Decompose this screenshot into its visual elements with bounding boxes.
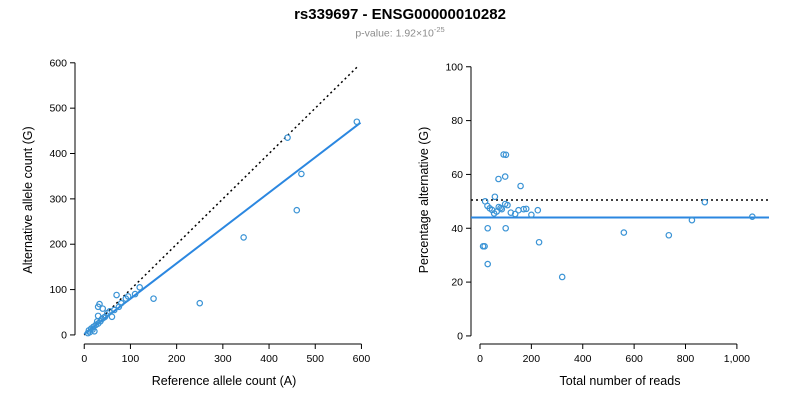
data-point — [502, 224, 509, 232]
data-point — [522, 205, 530, 213]
data-point — [495, 175, 502, 183]
x-tick-label: 100 — [122, 353, 140, 365]
data-point — [498, 205, 506, 213]
pvalue-text: p-value: 1.92×10 — [355, 27, 434, 40]
scatter-allele-counts: 0 100 200 300 400 500 600 0 100 200 300 400 500 600 Re… — [21, 57, 371, 388]
y-tick-label: 100 — [49, 284, 67, 296]
data-point — [298, 170, 305, 178]
charts-row: 0 100 200 300 400 500 600 0 100 200 300 400 500 600 Re… — [0, 44, 800, 392]
y-tick-label: 40 — [451, 223, 463, 235]
data-point — [504, 201, 511, 209]
data-point — [491, 193, 499, 201]
x-tick-label: 500 — [306, 353, 324, 365]
data-point — [534, 206, 542, 214]
data-point — [91, 328, 98, 335]
y-axis-label: Alternative allele count (G) — [21, 126, 35, 273]
fit-line — [83, 121, 362, 335]
data-point — [124, 293, 132, 300]
data-point — [517, 182, 524, 190]
data-point — [528, 211, 535, 219]
data-point — [94, 312, 102, 320]
y-tick-label: 600 — [49, 57, 67, 69]
data-point — [749, 213, 756, 220]
data-point — [96, 300, 103, 308]
data-point — [113, 291, 120, 299]
pvalue-exponent: -25 — [433, 25, 445, 34]
y-tick-label: 500 — [49, 103, 67, 115]
data-point — [484, 260, 491, 268]
identity-line — [83, 65, 359, 336]
x-tick-label: 1,000 — [724, 353, 750, 365]
y-tick-label: 200 — [49, 239, 67, 251]
y-tick-label: 0 — [457, 330, 463, 342]
data-point — [688, 216, 696, 224]
data-point — [110, 306, 118, 314]
data-point — [131, 290, 139, 298]
data-point — [150, 295, 157, 302]
data-point — [117, 299, 125, 307]
x-tick-label: 600 — [625, 353, 643, 365]
y-tick-label: 400 — [49, 148, 67, 160]
data-point — [701, 198, 709, 206]
data-point — [620, 229, 628, 236]
scatter-percentage-reads: 0 200 400 600 800 1,000 0 20 40 60 80 100 Total numb… — [417, 61, 769, 388]
data-point — [293, 206, 301, 214]
data-point — [665, 231, 673, 239]
x-axis-label: Total number of reads — [560, 374, 681, 388]
data-point — [558, 273, 566, 281]
x-tick-label: 400 — [260, 353, 278, 365]
x-tick-label: 800 — [677, 353, 695, 365]
data-point — [481, 242, 488, 250]
data-point — [507, 209, 515, 216]
x-tick-label: 600 — [353, 353, 371, 365]
x-tick-label: 0 — [477, 353, 483, 365]
x-tick-label: 0 — [81, 353, 87, 365]
data-point — [108, 313, 116, 321]
x-tick-label: 200 — [168, 353, 186, 365]
y-tick-label: 20 — [451, 277, 463, 289]
x-axis-label: Reference allele count (A) — [152, 374, 297, 388]
data-point — [500, 151, 507, 158]
x-tick-label: 200 — [523, 353, 541, 365]
data-point — [497, 204, 504, 212]
y-tick-label: 80 — [451, 115, 463, 127]
x-tick-label: 300 — [214, 353, 232, 365]
data-point — [284, 134, 291, 141]
data-point — [484, 224, 491, 232]
data-point — [501, 173, 509, 180]
y-axis-label: Percentage alternative (G) — [417, 127, 431, 274]
data-point — [515, 206, 522, 214]
plot-title: rs339697 - ENSG00000010282 — [294, 6, 506, 23]
data-point — [240, 234, 247, 241]
data-point — [196, 299, 204, 307]
data-point — [136, 284, 143, 291]
y-tick-label: 300 — [49, 193, 67, 205]
data-point — [535, 238, 543, 246]
y-tick-label: 100 — [445, 61, 463, 73]
x-tick-label: 400 — [574, 353, 592, 365]
y-tick-label: 60 — [451, 169, 463, 181]
y-tick-label: 0 — [61, 329, 67, 341]
data-point — [502, 151, 510, 159]
plot-subtitle: p-value: 1.92×10-25 — [0, 25, 800, 40]
data-point — [353, 118, 361, 126]
data-point — [511, 210, 519, 218]
data-point — [520, 205, 527, 213]
